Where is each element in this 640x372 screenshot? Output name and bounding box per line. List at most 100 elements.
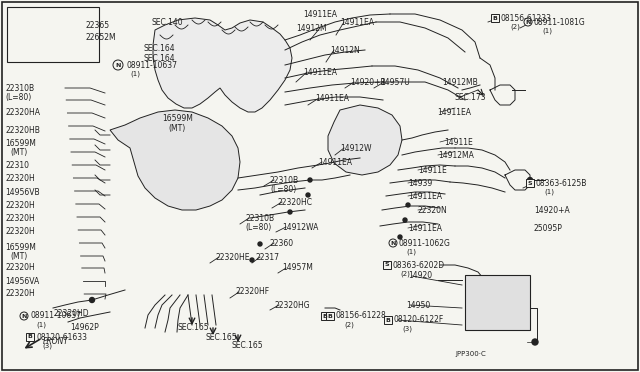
Text: SEC.173: SEC.173 — [455, 93, 486, 102]
Text: 14911E: 14911E — [444, 138, 473, 147]
Text: 22317: 22317 — [256, 253, 280, 262]
Text: 22310B: 22310B — [245, 214, 274, 222]
Text: 22310: 22310 — [5, 160, 29, 170]
Text: (MT): (MT) — [10, 148, 28, 157]
Text: 22320HG: 22320HG — [275, 301, 310, 310]
Text: SEC.140: SEC.140 — [152, 17, 184, 26]
Text: SEC.165: SEC.165 — [177, 324, 209, 333]
Circle shape — [398, 235, 402, 239]
Circle shape — [306, 193, 310, 197]
Text: 08911-1062G: 08911-1062G — [399, 238, 451, 247]
Text: 25095P: 25095P — [534, 224, 563, 232]
Text: 22360: 22360 — [270, 238, 294, 247]
Circle shape — [527, 177, 532, 183]
Circle shape — [406, 203, 410, 207]
Text: 08120-61633: 08120-61633 — [36, 333, 87, 341]
Text: 14920: 14920 — [408, 272, 432, 280]
Text: 14911E: 14911E — [418, 166, 447, 174]
Text: 22652M: 22652M — [85, 32, 116, 42]
Text: B: B — [328, 314, 332, 318]
Text: 14911EA: 14911EA — [408, 192, 442, 201]
Text: 22310B: 22310B — [5, 83, 34, 93]
Text: (1): (1) — [406, 249, 416, 255]
Bar — [321, 312, 329, 320]
Circle shape — [250, 258, 254, 262]
Text: 22320H: 22320H — [5, 227, 35, 235]
Text: 22320H: 22320H — [5, 214, 35, 222]
Circle shape — [20, 312, 28, 320]
Text: B: B — [385, 317, 390, 323]
Text: 14956VA: 14956VA — [5, 276, 39, 285]
Circle shape — [308, 178, 312, 182]
Text: (3): (3) — [402, 326, 412, 332]
Text: 14912M: 14912M — [296, 23, 326, 32]
Text: 22365: 22365 — [85, 20, 109, 29]
Text: 08363-6125B: 08363-6125B — [536, 179, 588, 187]
Text: (3): (3) — [42, 343, 52, 349]
Bar — [7, 7, 99, 62]
Text: N: N — [525, 19, 531, 25]
Text: 14911EA: 14911EA — [408, 224, 442, 232]
Text: 14911EA: 14911EA — [340, 17, 374, 26]
Text: 22320H: 22320H — [5, 263, 35, 273]
Text: 08156-61233: 08156-61233 — [501, 13, 552, 22]
Text: 16599M: 16599M — [5, 138, 36, 148]
Circle shape — [532, 339, 538, 345]
Bar — [26, 333, 34, 341]
Text: (L=80): (L=80) — [245, 222, 271, 231]
Text: 16599M: 16599M — [162, 113, 193, 122]
Text: (1): (1) — [36, 322, 46, 328]
Text: 14912MA: 14912MA — [438, 151, 474, 160]
Text: 14962P: 14962P — [70, 323, 99, 331]
Text: S: S — [528, 180, 532, 186]
Text: 14957M: 14957M — [282, 263, 313, 273]
Text: JPP300·C: JPP300·C — [455, 351, 486, 357]
Text: (L=80): (L=80) — [5, 93, 31, 102]
Text: SEC.165: SEC.165 — [205, 334, 237, 343]
Text: 14920+B: 14920+B — [350, 77, 386, 87]
Text: 08911-10637: 08911-10637 — [30, 311, 81, 321]
Text: 14911EA: 14911EA — [318, 157, 352, 167]
Circle shape — [389, 239, 397, 247]
Text: 22310B: 22310B — [270, 176, 299, 185]
Text: 14912W: 14912W — [340, 144, 371, 153]
Text: B: B — [323, 314, 328, 318]
Circle shape — [288, 210, 292, 214]
Circle shape — [258, 242, 262, 246]
Text: 22320HA: 22320HA — [5, 108, 40, 116]
Text: 08911-1081G: 08911-1081G — [534, 17, 586, 26]
Text: (MT): (MT) — [10, 251, 28, 260]
Text: 22320HB: 22320HB — [5, 125, 40, 135]
Text: (1): (1) — [130, 71, 140, 77]
Text: 08156-61228: 08156-61228 — [336, 311, 387, 321]
Text: B: B — [493, 16, 497, 20]
Text: 22320H: 22320H — [5, 201, 35, 209]
Text: 14939: 14939 — [408, 179, 432, 187]
Bar — [384, 316, 392, 324]
Text: 14911EA: 14911EA — [303, 10, 337, 19]
Text: 16599M: 16599M — [5, 243, 36, 251]
Text: 14956VB: 14956VB — [5, 187, 40, 196]
Text: 08120-6122F: 08120-6122F — [394, 315, 444, 324]
Bar — [383, 261, 391, 269]
Text: B: B — [28, 334, 33, 340]
Text: 14911EA: 14911EA — [437, 108, 471, 116]
Text: 22320N: 22320N — [418, 205, 448, 215]
Text: N: N — [390, 241, 396, 246]
Circle shape — [403, 218, 407, 222]
Text: 14912MB: 14912MB — [442, 77, 477, 87]
Text: 14950: 14950 — [406, 301, 430, 310]
Text: 22320HC: 22320HC — [278, 198, 313, 206]
Text: 14911EA: 14911EA — [303, 67, 337, 77]
Text: 08911-10637: 08911-10637 — [126, 61, 177, 70]
Text: 22320H: 22320H — [5, 289, 35, 298]
Text: 14912N: 14912N — [330, 45, 360, 55]
Polygon shape — [153, 18, 292, 112]
Bar — [326, 312, 334, 320]
Text: 22320HD: 22320HD — [53, 308, 88, 317]
Text: SEC.165: SEC.165 — [232, 340, 264, 350]
Text: 22320H: 22320H — [5, 173, 35, 183]
Circle shape — [90, 298, 95, 302]
Text: (1): (1) — [542, 28, 552, 34]
Text: S: S — [385, 263, 389, 267]
